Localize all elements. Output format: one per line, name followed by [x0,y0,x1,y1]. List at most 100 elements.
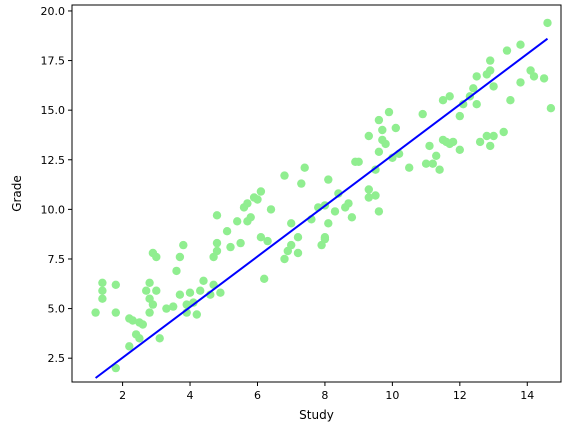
x-tick-label: 14 [520,389,534,402]
x-axis-label: Study [299,408,334,422]
y-tick-label: 10.0 [41,203,66,216]
data-point [263,236,272,246]
y-tick-label: 15.0 [41,104,66,117]
data-point [297,179,306,188]
data-point [469,84,478,93]
data-point [172,266,181,276]
data-point [300,163,309,172]
y-tick-label: 7.5 [48,253,66,266]
data-point [432,151,441,160]
data-point [472,100,481,109]
data-point [293,248,303,258]
data-point [425,141,434,151]
data-point [226,242,235,252]
data-point [516,40,525,49]
data-point [111,308,121,317]
data-point [371,191,380,200]
data-point [502,46,512,55]
data-point [98,278,107,287]
data-point [192,310,201,319]
data-point [448,137,458,147]
data-point [428,159,437,168]
data-point [142,286,151,295]
data-point [125,342,134,351]
x-tick-label: 2 [119,389,126,402]
data-point [148,300,158,309]
data-point [162,304,171,313]
data-point [260,274,269,283]
data-point [138,320,147,329]
points-layer [91,18,556,373]
data-point [243,199,252,208]
data-point [256,233,266,242]
data-point [486,56,495,65]
data-point [324,219,333,228]
y-axis: 2.5 5.0 7.5 10.0 12.5 15.0 17.5 20.0 [41,5,72,365]
data-point [378,125,387,135]
data-point [212,211,222,220]
x-tick-label: 6 [254,389,261,402]
data-point [486,66,495,75]
data-point [435,165,444,174]
x-axis: 2 4 6 8 10 12 14 [119,382,534,402]
data-point [280,254,289,264]
data-point [287,219,296,228]
data-point [320,234,330,244]
data-point [364,185,373,194]
data-point [253,195,262,204]
data-point [381,139,390,149]
data-point [212,238,222,248]
data-point [499,127,508,137]
data-point [145,308,154,317]
x-tick-label: 12 [453,389,467,402]
data-point [374,115,384,125]
data-point [489,82,498,91]
data-point [489,131,498,141]
data-point [111,363,121,373]
y-tick-label: 17.5 [41,55,66,68]
data-point [344,199,353,208]
data-point [445,92,454,101]
data-point [364,131,373,141]
data-point [175,252,185,262]
data-point [529,72,539,81]
data-point [374,207,384,216]
data-point [546,104,556,113]
data-point [324,175,333,184]
data-point [405,163,414,172]
data-point [152,286,161,295]
data-point [482,131,491,141]
data-point [236,238,245,248]
data-point [280,171,289,180]
data-point [185,288,195,297]
data-point [334,189,343,198]
data-point [91,308,100,317]
y-axis-label: Grade [10,175,24,212]
data-point [347,213,357,222]
data-point [152,252,161,262]
x-tick-label: 4 [187,389,194,402]
data-point [330,207,340,216]
x-tick-label: 10 [385,389,399,402]
data-point [293,233,303,242]
data-point [216,288,225,297]
data-point [233,217,242,226]
data-point [128,316,137,325]
data-point [455,145,464,154]
y-tick-label: 20.0 [41,5,66,18]
data-point [354,157,363,166]
data-point [438,96,448,105]
line-layer [94,37,549,379]
data-point [506,96,515,105]
data-point [212,246,222,256]
data-point [486,141,495,151]
data-point [287,240,296,250]
data-point [374,147,384,156]
data-point [199,276,208,285]
data-point [196,286,205,295]
data-point [266,205,276,214]
data-point [516,78,525,87]
regression-line [94,37,549,379]
plot-area [72,5,561,382]
data-point [472,72,481,81]
